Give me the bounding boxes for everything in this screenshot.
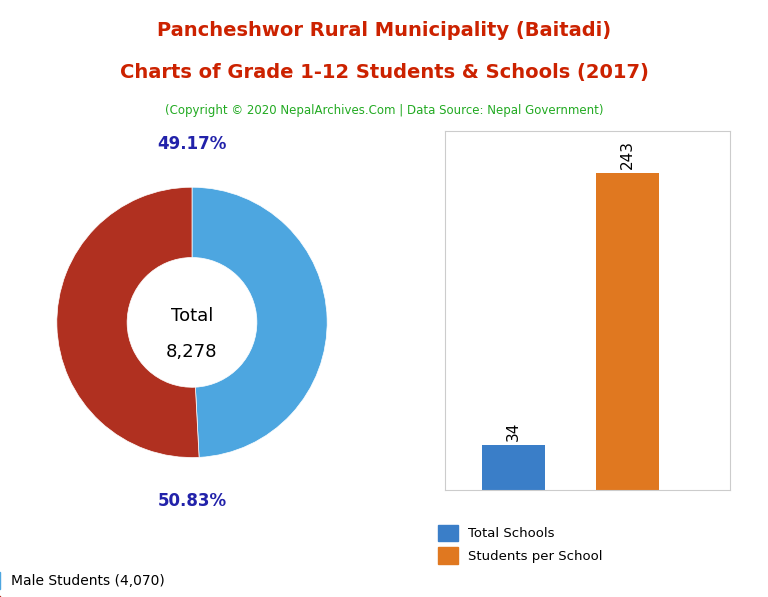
Wedge shape	[192, 187, 327, 457]
Text: 243: 243	[620, 140, 635, 169]
Text: 8,278: 8,278	[166, 343, 218, 361]
Wedge shape	[57, 187, 199, 457]
Text: Charts of Grade 1-12 Students & Schools (2017): Charts of Grade 1-12 Students & Schools …	[120, 63, 648, 82]
Text: 34: 34	[506, 422, 521, 441]
Text: 50.83%: 50.83%	[157, 492, 227, 510]
Legend: Total Schools, Students per School: Total Schools, Students per School	[438, 525, 603, 564]
Bar	[596, 173, 658, 490]
Text: Total: Total	[170, 307, 214, 325]
Text: Pancheshwor Rural Municipality (Baitadi): Pancheshwor Rural Municipality (Baitadi)	[157, 21, 611, 40]
Text: (Copyright © 2020 NepalArchives.Com | Data Source: Nepal Government): (Copyright © 2020 NepalArchives.Com | Da…	[165, 104, 603, 118]
Bar	[482, 445, 545, 490]
Text: 49.17%: 49.17%	[157, 135, 227, 153]
Legend: Male Students (4,070), Female Students (4,208): Male Students (4,070), Female Students (…	[0, 572, 182, 597]
